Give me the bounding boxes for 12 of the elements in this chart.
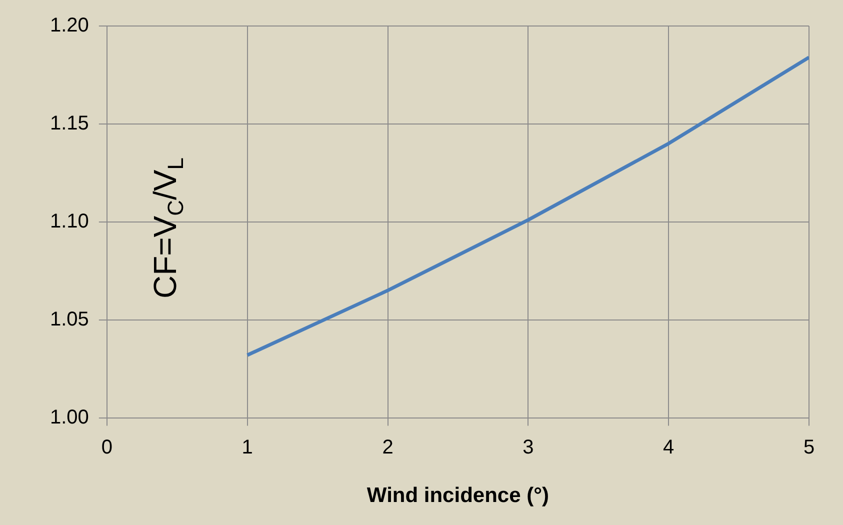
x-tick-label: 4 (663, 436, 674, 458)
y-tick-label: 1.15 (50, 112, 89, 134)
x-tick-label: 5 (803, 436, 815, 458)
y-tick-label: 1.10 (50, 210, 89, 232)
y-tick-label: 1.00 (50, 406, 89, 428)
x-tick-label: 0 (101, 436, 112, 458)
x-axis-title: Wind incidence (°) (366, 484, 549, 508)
x-tick-label: 2 (382, 436, 394, 458)
y-tick-label: 1.05 (50, 308, 89, 330)
x-tick-label: 3 (522, 436, 534, 458)
y-tick-label: 1.20 (50, 14, 89, 37)
x-tick-label: 1 (242, 436, 253, 458)
